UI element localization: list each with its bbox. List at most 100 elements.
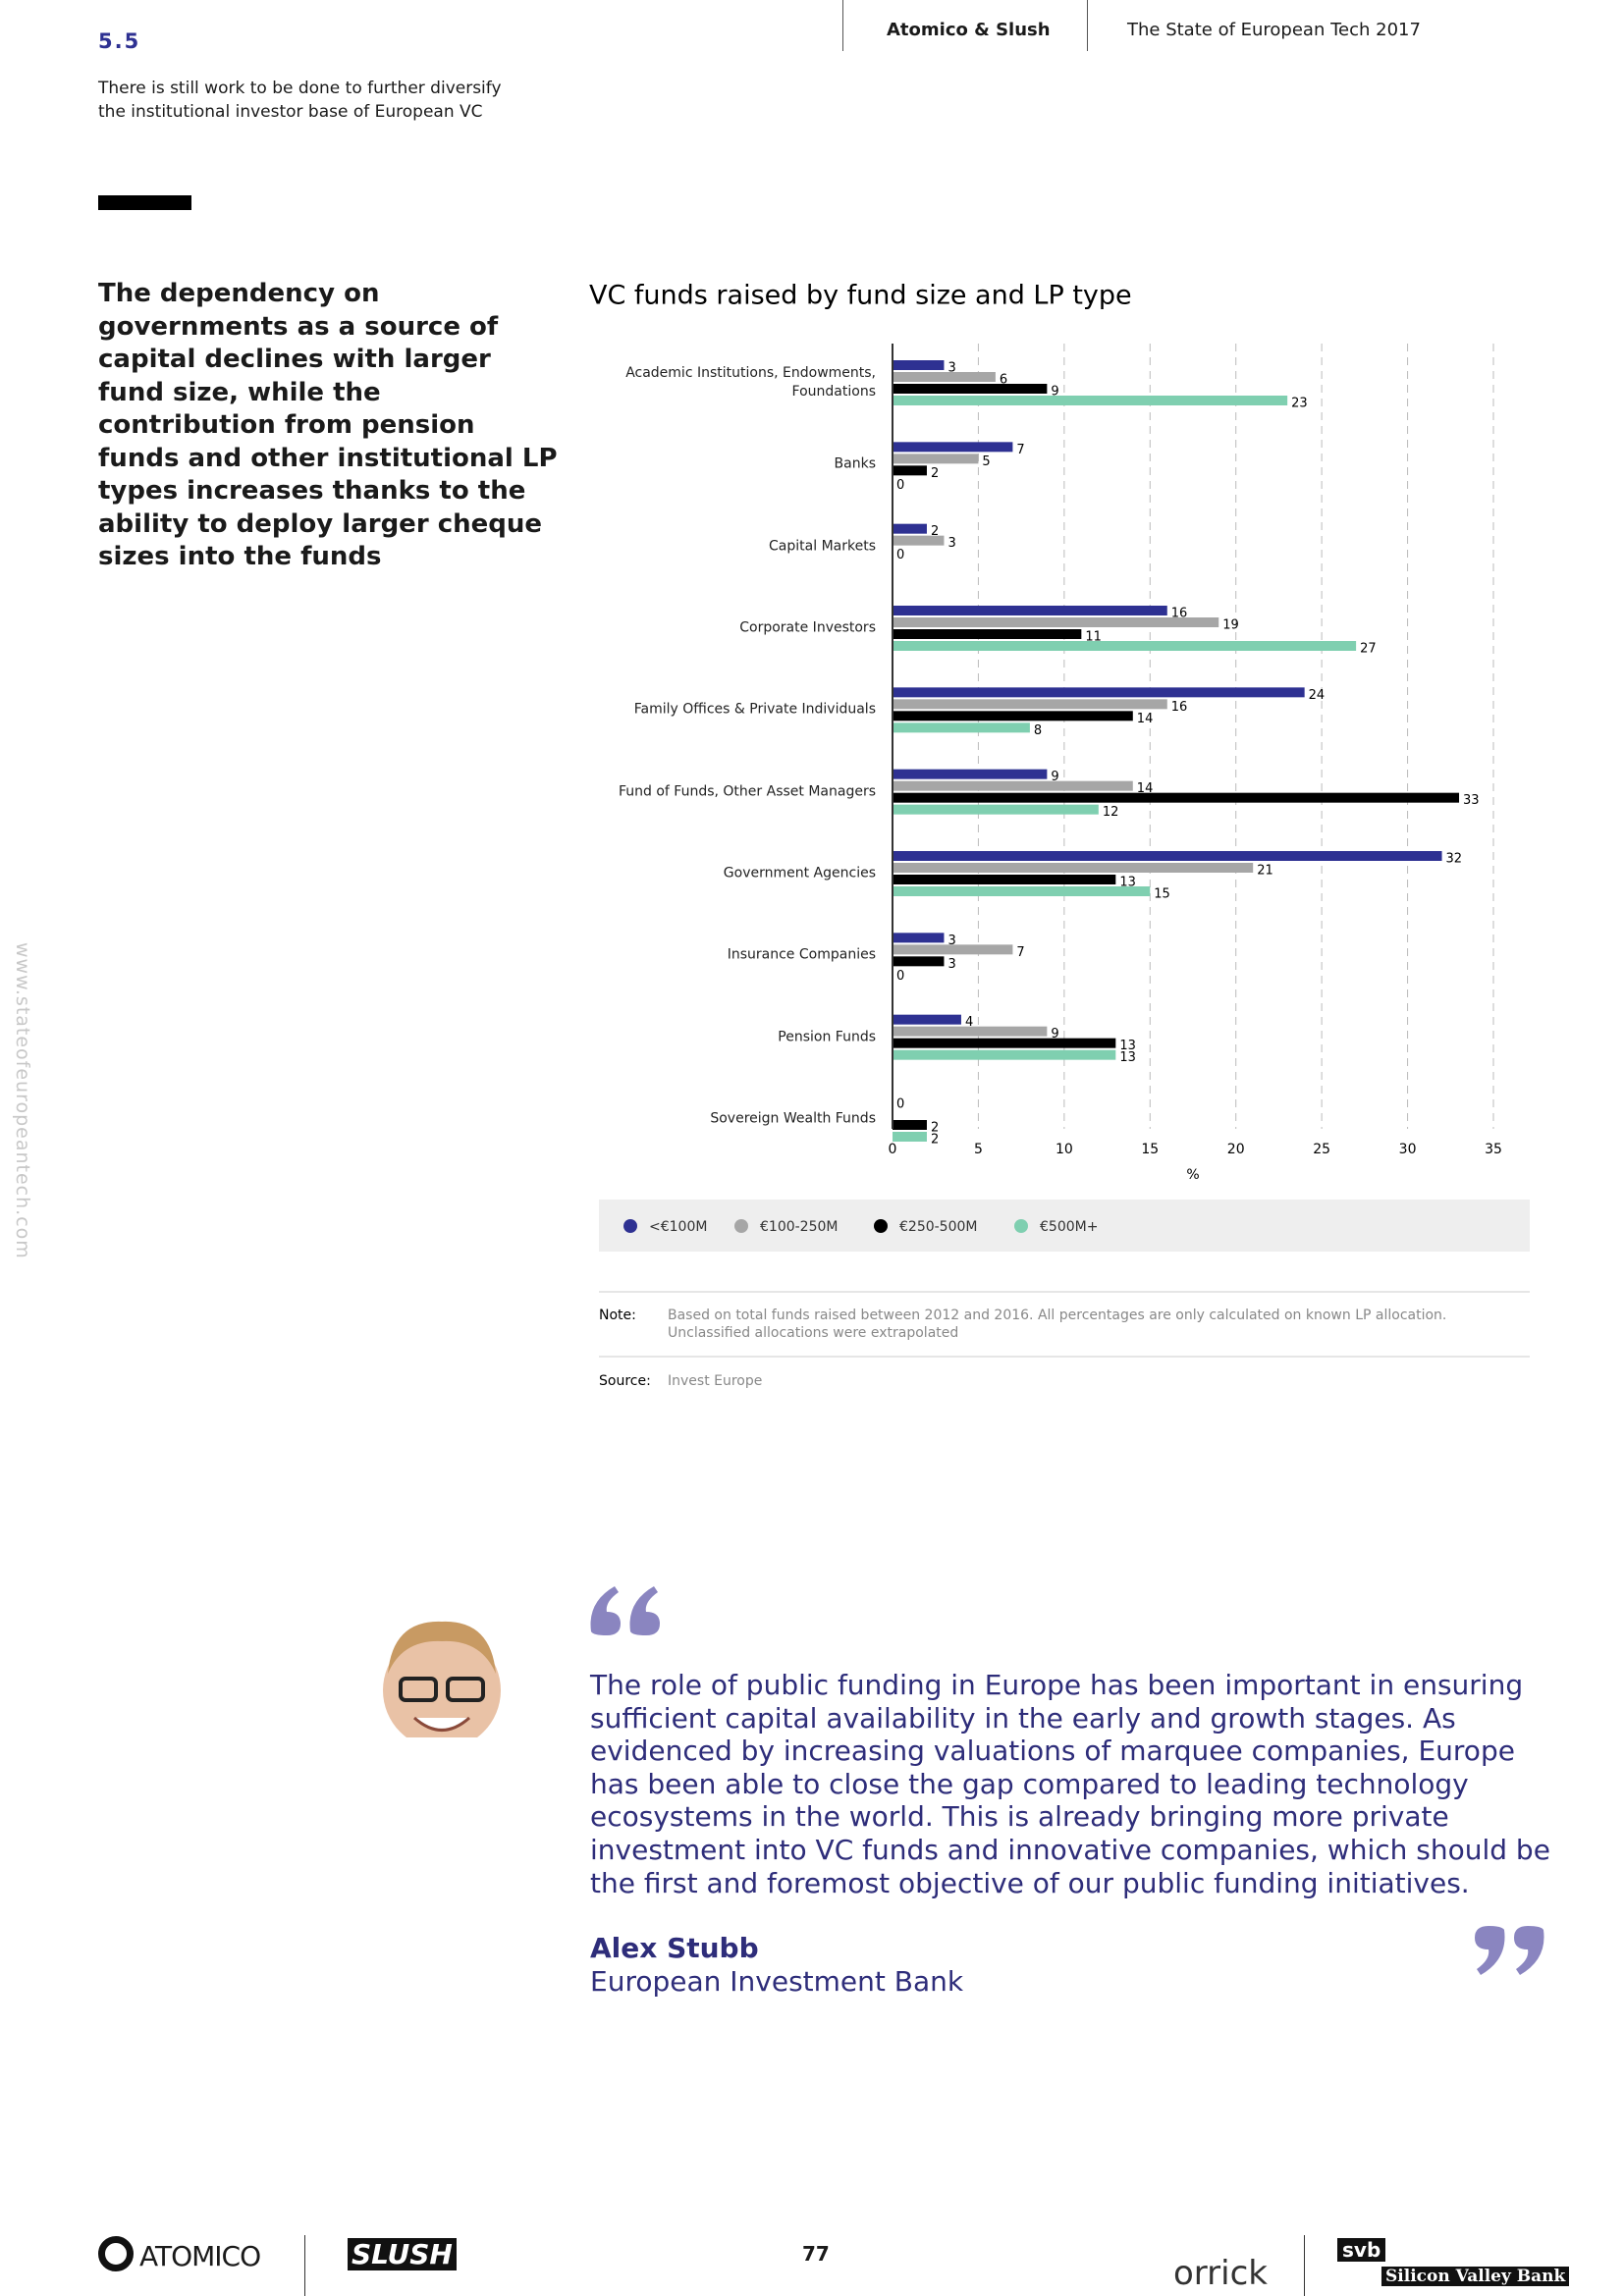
bar [893, 804, 1099, 815]
bar [893, 372, 996, 382]
note-label: Note: [599, 1308, 636, 1323]
category-label: Family Offices & Private Individuals [633, 701, 876, 718]
data-label: 3 [947, 934, 955, 948]
data-label: 0 [896, 1097, 904, 1112]
data-label: 12 [1103, 805, 1119, 820]
bar [893, 711, 1133, 721]
bar [893, 699, 1167, 710]
logo-svb: svb [1337, 2238, 1386, 2262]
bar [893, 687, 1305, 698]
x-tick-label: 35 [1485, 1142, 1502, 1157]
bar [893, 875, 1116, 884]
legend-label: €500M+ [1040, 1219, 1098, 1235]
data-label: 2 [931, 524, 939, 539]
legend-swatch [623, 1219, 637, 1233]
legend-box [599, 1200, 1530, 1252]
data-label: 9 [1051, 1027, 1058, 1041]
brand: Atomico & Slush [887, 20, 1051, 40]
data-label: 11 [1085, 630, 1102, 645]
data-label: 27 [1360, 642, 1377, 657]
data-label: 14 [1137, 712, 1154, 726]
divider [304, 2235, 305, 2296]
page-number: 77 [802, 2242, 830, 2266]
legend-label: €250-500M [899, 1219, 977, 1235]
bar [893, 863, 1254, 873]
divider [1304, 2235, 1305, 2296]
data-label: 16 [1171, 700, 1188, 715]
x-axis-label: % [1186, 1167, 1199, 1183]
category-label: Corporate Investors [739, 619, 876, 636]
bar [893, 535, 945, 546]
category-label: Academic Institutions, Endowments, Found… [625, 365, 876, 400]
data-label: 7 [1016, 945, 1024, 960]
bar [893, 722, 1030, 733]
section-number: 5.5 [98, 29, 141, 53]
bar [893, 851, 1442, 861]
x-tick-label: 25 [1313, 1142, 1330, 1157]
data-label: 33 [1463, 793, 1480, 808]
data-label: 0 [896, 548, 904, 562]
category-label: Pension Funds [778, 1029, 876, 1045]
data-label: 2 [931, 1133, 939, 1148]
divider [842, 0, 843, 51]
section-bar [98, 195, 191, 210]
bar [893, 1026, 1048, 1037]
data-label: 8 [1034, 723, 1042, 738]
bar [893, 956, 945, 967]
note: Based on total funds raised between 2012… [668, 1308, 1447, 1341]
bar [893, 1038, 1116, 1048]
x-tick-label: 0 [889, 1142, 897, 1157]
category-label: Government Agencies [723, 865, 876, 881]
bar [893, 606, 1167, 615]
data-label: 0 [896, 969, 904, 984]
data-label: 13 [1119, 1050, 1136, 1065]
bar [893, 465, 927, 476]
close-quote [1475, 1926, 1544, 1975]
data-label: 23 [1291, 397, 1308, 411]
bar [893, 1132, 927, 1142]
bar [893, 617, 1219, 627]
data-label: 6 [1000, 373, 1007, 388]
x-tick-label: 20 [1227, 1142, 1245, 1157]
divider [1087, 0, 1088, 51]
quote-name: Alex Stubb [590, 1932, 759, 1964]
bar [893, 1049, 1116, 1060]
legend-swatch [874, 1219, 888, 1233]
quote-text: The role of public funding in Europe has… [590, 1669, 1550, 1899]
data-label: 9 [1051, 385, 1058, 400]
data-label: 3 [947, 957, 955, 972]
data-label: 2 [931, 466, 939, 481]
bar [893, 1014, 961, 1025]
data-label: 21 [1257, 864, 1273, 879]
chart-title: VC funds raised by fund size and LP type [589, 281, 1132, 311]
bar [893, 384, 1048, 394]
data-label: 3 [947, 361, 955, 376]
logo-svb-name: Silicon Valley Bank [1381, 2267, 1570, 2286]
category-label: Insurance Companies [727, 946, 876, 963]
section-subtitle: There is still work to be done to furthe… [98, 79, 502, 122]
data-label: 32 [1446, 852, 1463, 867]
data-label: 24 [1309, 688, 1326, 703]
data-label: 19 [1222, 618, 1239, 633]
data-label: 15 [1154, 887, 1170, 902]
report-title: The State of European Tech 2017 [1127, 20, 1421, 40]
data-label: 2 [931, 1121, 939, 1136]
category-label: Sovereign Wealth Funds [710, 1110, 876, 1127]
bar [893, 792, 1460, 803]
bar [893, 886, 1151, 896]
bar [893, 933, 945, 943]
legend-label: <€100M [649, 1219, 707, 1235]
logo-orrick: orrick [1173, 2254, 1268, 2293]
data-label: 16 [1171, 607, 1188, 621]
atomico-mark [98, 2236, 134, 2271]
source-label: Source: [599, 1373, 651, 1389]
side-url: www.stateofeuropeantech.com [12, 942, 33, 1259]
data-label: 14 [1137, 781, 1154, 796]
legend-swatch [734, 1219, 748, 1233]
lead-text: The dependency on governments as a sourc… [98, 279, 558, 571]
data-label: 5 [982, 454, 990, 469]
open-quote [590, 1586, 660, 1635]
data-label: 7 [1016, 443, 1024, 457]
portrait [383, 1621, 501, 1737]
